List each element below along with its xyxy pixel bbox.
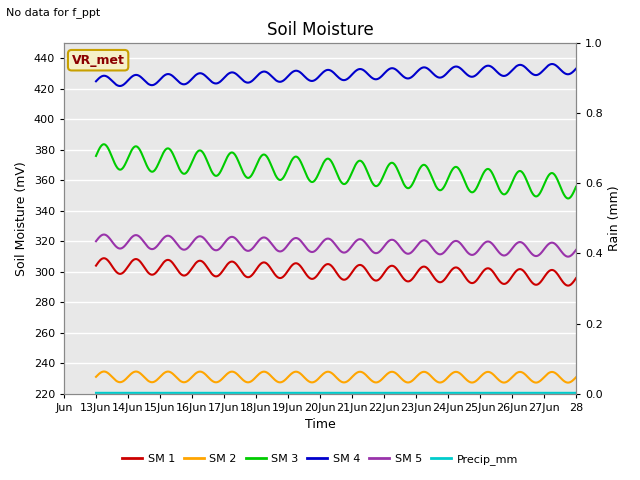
Title: Soil Moisture: Soil Moisture [267, 21, 373, 39]
Y-axis label: Soil Moisture (mV): Soil Moisture (mV) [15, 161, 28, 276]
Text: No data for f_ppt: No data for f_ppt [6, 7, 100, 18]
Y-axis label: Rain (mm): Rain (mm) [609, 186, 621, 251]
X-axis label: Time: Time [305, 418, 335, 431]
Legend: SM 1, SM 2, SM 3, SM 4, SM 5, Precip_mm: SM 1, SM 2, SM 3, SM 4, SM 5, Precip_mm [118, 450, 522, 469]
Text: VR_met: VR_met [72, 54, 125, 67]
